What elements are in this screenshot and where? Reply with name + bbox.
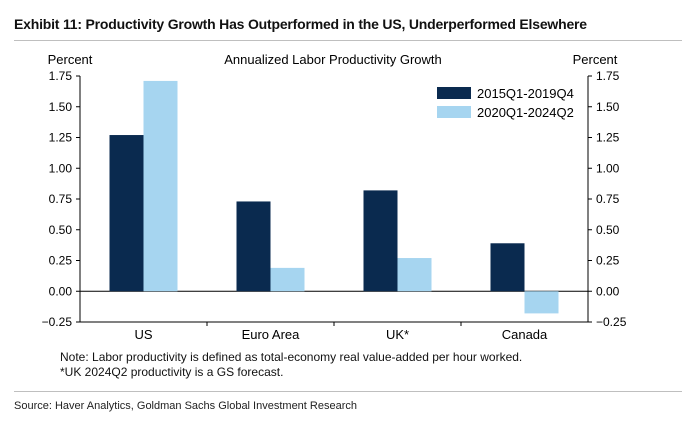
legend-swatch bbox=[437, 87, 471, 99]
y-tick-label-left: 1.00 bbox=[49, 161, 73, 175]
note-line-2: *UK 2024Q2 productivity is a GS forecast… bbox=[60, 365, 284, 379]
source-line: Source: Haver Analytics, Goldman Sachs G… bbox=[14, 400, 357, 412]
legend-label: 2020Q1-2024Q2 bbox=[477, 105, 574, 120]
y-tick-label-right: 1.50 bbox=[596, 100, 620, 114]
y-axis-label-left: Percent bbox=[48, 52, 93, 67]
bar bbox=[236, 201, 271, 292]
x-tick-label: US bbox=[134, 327, 152, 342]
bar bbox=[490, 243, 525, 292]
bottom-divider bbox=[14, 391, 682, 392]
chart-title: Annualized Labor Productivity Growth bbox=[224, 52, 442, 67]
y-tick-label-left: 1.75 bbox=[49, 69, 73, 83]
y-tick-label-right: 0.75 bbox=[596, 192, 620, 206]
bar bbox=[270, 267, 305, 292]
labels-group: 1.75 1.75 1.50 1.50 1.25 1.25 1.00 1.00 0.75 0.75… bbox=[42, 69, 627, 342]
y-tick-label-left: −0.25 bbox=[42, 315, 73, 329]
legend: 2015Q1-2019Q4 2020Q1-2024Q2 bbox=[437, 86, 574, 120]
y-tick-label-right: 1.75 bbox=[596, 69, 620, 83]
y-tick-label-left: 0.50 bbox=[49, 223, 73, 237]
top-divider bbox=[14, 40, 682, 41]
y-tick-label-right: 1.00 bbox=[596, 161, 620, 175]
y-tick-label-left: 1.25 bbox=[49, 131, 73, 145]
note-line-1: Note: Labor productivity is defined as t… bbox=[60, 350, 523, 364]
bars-group bbox=[109, 80, 559, 314]
bar bbox=[143, 80, 178, 292]
x-tick-label: UK* bbox=[386, 327, 409, 342]
y-tick-label-left: 0.00 bbox=[49, 284, 73, 298]
y-tick-label-right: 0.50 bbox=[596, 223, 620, 237]
bar bbox=[524, 291, 559, 314]
x-tick-label: Euro Area bbox=[242, 327, 301, 342]
y-axis-label-right: Percent bbox=[573, 52, 618, 67]
bar-chart: Annualized Labor Productivity Growth Per… bbox=[42, 52, 627, 342]
bar bbox=[397, 258, 432, 292]
exhibit-title: Exhibit 11: Productivity Growth Has Outp… bbox=[14, 16, 587, 32]
y-tick-label-left: 1.50 bbox=[49, 100, 73, 114]
y-tick-label-right: 0.25 bbox=[596, 254, 620, 268]
bar bbox=[109, 135, 144, 292]
bar bbox=[363, 190, 398, 292]
x-tick-label: Canada bbox=[502, 327, 548, 342]
y-tick-label-left: 0.25 bbox=[49, 254, 73, 268]
legend-swatch bbox=[437, 106, 471, 118]
y-tick-label-right: 1.25 bbox=[596, 131, 620, 145]
legend-label: 2015Q1-2019Q4 bbox=[477, 86, 574, 101]
y-tick-label-left: 0.75 bbox=[49, 192, 73, 206]
y-tick-label-right: 0.00 bbox=[596, 284, 620, 298]
y-tick-label-right: −0.25 bbox=[596, 315, 627, 329]
